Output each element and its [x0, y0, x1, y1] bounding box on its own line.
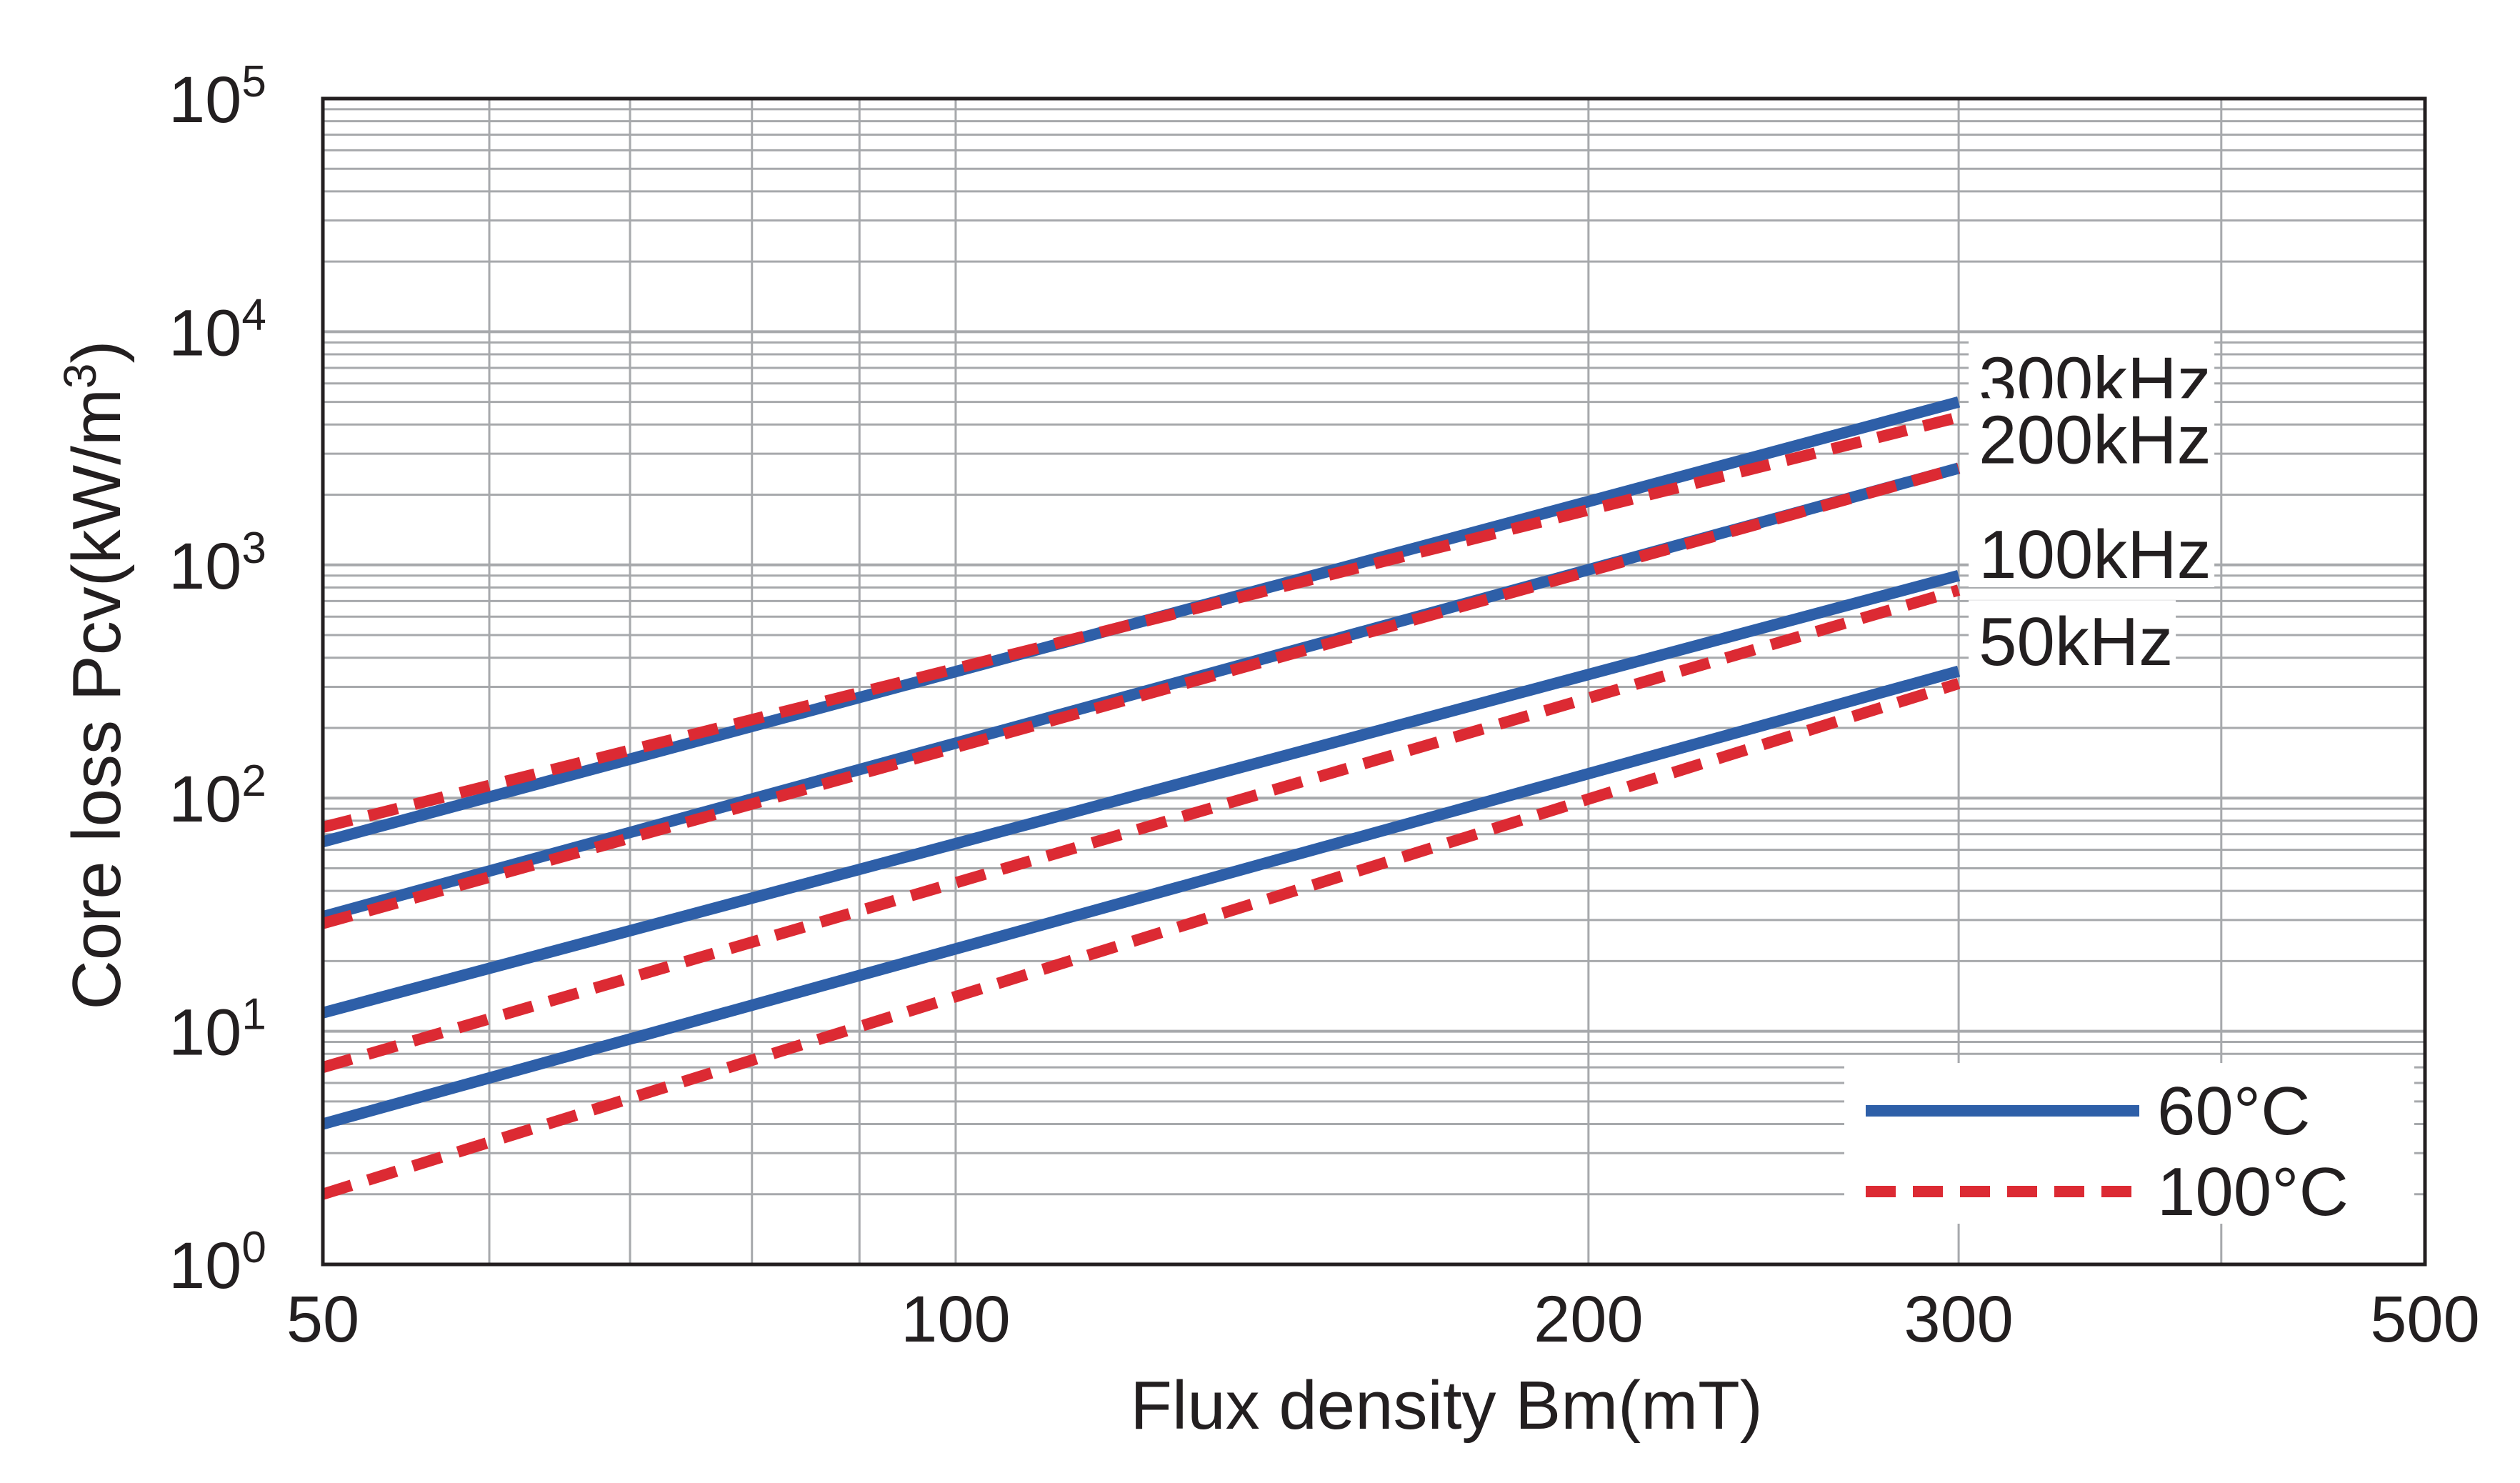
y-tick-label: 105: [169, 57, 266, 136]
x-tick-label: 200: [1534, 1283, 1644, 1356]
series-line-300khz-60c: [321, 396, 1961, 848]
x-tick-label: 50: [286, 1283, 359, 1356]
frequency-label-bg: [1969, 600, 2176, 675]
frequency-label-bg: [1969, 512, 2215, 587]
plot-frame: [321, 96, 2427, 1267]
series-line-100khz-100c: [321, 584, 1961, 1073]
frequency-label-50khz: 50kHz: [1979, 604, 2173, 680]
x-tick-labels: 50 100 200 300 500: [286, 1283, 2480, 1356]
legend-label-60c: 60°C: [2157, 1073, 2311, 1149]
series-line-200khz-100c: [321, 462, 1961, 929]
legend: 60°C 100°C: [1844, 1063, 2414, 1230]
y-tick-labels: 100 101 102 103 104 105: [169, 57, 266, 1302]
x-tick-label: 300: [1904, 1283, 2014, 1356]
series-line-50khz-60c: [321, 665, 1961, 1130]
x-tick-label: 500: [2370, 1283, 2480, 1356]
x-axis-title: Flux density Bm(mT): [1130, 1367, 1762, 1444]
y-axis-title: Core loss Pcv(kW/m3): [54, 341, 135, 1010]
legend-label-100c: 100°C: [2157, 1154, 2349, 1230]
y-tick-label: 104: [169, 290, 266, 369]
y-tick-label: 102: [169, 757, 266, 836]
frequency-label-200khz: 200kHz: [1979, 401, 2211, 478]
series-group: [321, 396, 1961, 1200]
series-line-100khz-60c: [321, 569, 1961, 1019]
x-tick-label: 100: [901, 1283, 1011, 1356]
y-tick-label: 101: [169, 990, 266, 1069]
y-tick-label: 100: [169, 1223, 266, 1302]
frequency-label-100khz: 100kHz: [1979, 516, 2211, 593]
frequency-label-bg: [1969, 398, 2215, 473]
y-tick-label: 103: [169, 524, 266, 603]
series-line-50khz-100c: [321, 678, 1961, 1200]
